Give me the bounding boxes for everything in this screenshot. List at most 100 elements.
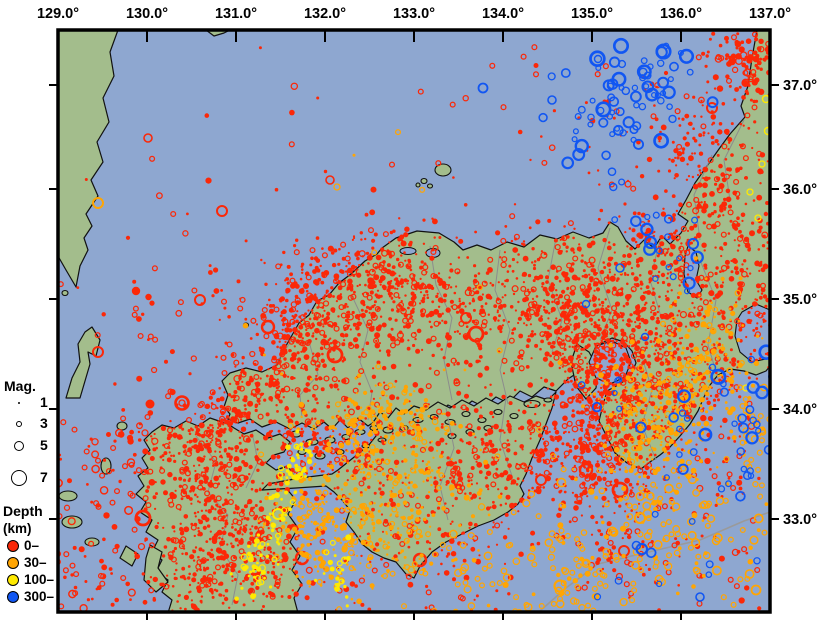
earthquake-marker <box>626 245 629 248</box>
earthquake-marker <box>290 434 295 438</box>
earthquake-marker <box>258 346 262 350</box>
earthquake-marker <box>340 241 347 248</box>
earthquake-marker <box>648 277 653 282</box>
earthquake-marker <box>535 473 538 476</box>
earthquake-marker <box>661 503 668 510</box>
earthquake-marker <box>738 143 742 147</box>
earthquake-marker <box>677 380 684 387</box>
earthquake-marker <box>692 127 695 130</box>
earthquake-marker <box>512 292 516 296</box>
earthquake-marker <box>209 458 212 461</box>
earthquake-marker <box>600 309 607 315</box>
earthquake-marker <box>721 314 724 317</box>
earthquake-marker <box>545 280 549 284</box>
earthquake-marker <box>579 419 585 425</box>
earthquake-marker <box>739 166 743 171</box>
earthquake-marker <box>194 476 199 481</box>
earthquake-marker <box>211 578 218 585</box>
earthquake-marker <box>341 378 347 384</box>
earthquake-marker <box>386 263 391 268</box>
earthquake-marker <box>225 405 232 412</box>
earthquake-marker <box>572 255 579 262</box>
earthquake-marker <box>346 270 353 277</box>
earthquake-marker <box>243 413 246 416</box>
earthquake-marker <box>588 283 592 287</box>
earthquake-marker <box>166 457 172 463</box>
earthquake-marker <box>669 244 673 247</box>
earthquake-marker <box>432 218 438 225</box>
earthquake-marker <box>618 468 622 471</box>
earthquake-marker <box>373 491 377 495</box>
earthquake-marker <box>574 493 579 498</box>
earthquake-marker <box>725 53 730 58</box>
earthquake-marker <box>321 439 328 447</box>
earthquake-marker <box>680 281 683 284</box>
earthquake-marker <box>314 377 319 381</box>
earthquake-marker <box>401 481 404 484</box>
earthquake-marker <box>425 270 428 274</box>
earthquake-marker <box>517 129 523 135</box>
earthquake-marker <box>240 508 245 513</box>
earthquake-marker <box>232 482 235 485</box>
earthquake-marker <box>526 309 529 313</box>
earthquake-marker <box>489 328 492 331</box>
earthquake-marker <box>187 576 191 580</box>
earthquake-marker <box>341 419 346 424</box>
earthquake-marker <box>197 530 201 533</box>
earthquake-marker <box>208 270 213 275</box>
earthquake-marker <box>194 425 198 429</box>
earthquake-marker <box>720 254 723 258</box>
earthquake-marker <box>525 365 530 369</box>
earthquake-marker <box>209 389 216 396</box>
earthquake-marker <box>369 290 374 295</box>
earthquake-marker <box>371 374 377 379</box>
earthquake-marker <box>192 490 195 493</box>
earthquake-marker <box>694 455 701 462</box>
earthquake-marker <box>112 547 119 554</box>
earthquake-marker <box>456 271 460 275</box>
earthquake-marker <box>602 261 605 264</box>
earthquake-marker <box>495 589 499 593</box>
earthquake-marker <box>225 473 232 480</box>
earthquake-marker <box>296 296 299 300</box>
earthquake-marker <box>715 492 720 497</box>
earthquake-marker <box>647 219 651 223</box>
earthquake-marker <box>188 583 192 587</box>
earthquake-marker <box>145 502 152 509</box>
earthquake-marker <box>620 315 624 319</box>
earthquake-marker <box>203 475 209 482</box>
earthquake-marker <box>660 124 667 131</box>
earthquake-marker <box>501 256 508 263</box>
earthquake-marker <box>536 486 540 490</box>
earthquake-marker <box>548 430 551 433</box>
earthquake-marker <box>723 173 730 180</box>
earthquake-marker <box>132 452 137 457</box>
earthquake-marker <box>741 62 747 68</box>
earthquake-marker <box>468 491 472 495</box>
earthquake-marker <box>686 163 689 166</box>
earthquake-marker <box>240 418 243 421</box>
earthquake-marker <box>634 395 640 401</box>
earthquake-marker <box>272 419 277 424</box>
earthquake-marker <box>228 479 231 483</box>
earthquake-marker <box>522 297 527 303</box>
earthquake-marker <box>178 436 181 439</box>
earthquake-marker <box>450 551 457 557</box>
earthquake-marker <box>736 41 741 45</box>
earthquake-marker <box>490 460 496 466</box>
earthquake-marker <box>701 104 704 107</box>
earthquake-marker <box>312 352 315 355</box>
earthquake-marker <box>163 451 168 456</box>
earthquake-marker <box>728 204 732 209</box>
earthquake-marker <box>226 461 233 468</box>
earthquake-marker <box>724 158 728 161</box>
earthquake-marker <box>508 401 513 406</box>
earthquake-marker <box>367 262 370 265</box>
earthquake-marker <box>650 379 653 382</box>
earthquake-marker <box>611 410 615 414</box>
earthquake-marker <box>289 272 293 277</box>
earthquake-marker <box>749 98 753 102</box>
earthquake-marker <box>305 382 310 387</box>
earthquake-marker <box>449 299 454 304</box>
earthquake-marker <box>298 324 304 330</box>
